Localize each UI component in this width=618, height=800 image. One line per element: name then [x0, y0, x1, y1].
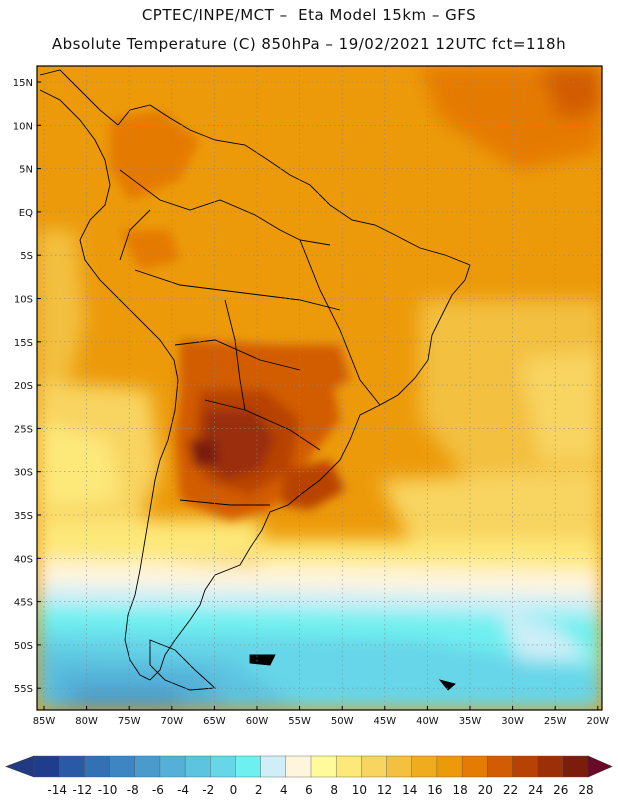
lon-label: 25W [544, 716, 567, 727]
lat-label: 45S [14, 598, 33, 609]
lon-label: 60W [246, 716, 269, 727]
colorbar-tick-label: 2 [255, 783, 263, 797]
colorbar-swatch [386, 755, 413, 778]
lat-label: 50S [14, 641, 33, 652]
colorbar-swatch [184, 755, 211, 778]
colorbar-tick-label: 18 [452, 783, 467, 797]
lon-label: 50W [331, 716, 354, 727]
title-line-1: CPTEC/INPE/MCT – Eta Model 15km – GFS [141, 6, 477, 24]
colorbar-swatch [335, 755, 362, 778]
colorbar-swatch [235, 755, 262, 778]
colorbar-tick-label: 22 [503, 783, 518, 797]
colorbar-tick-label: 28 [578, 783, 593, 797]
colorbar-tick-label: 8 [330, 783, 338, 797]
colorbar-tick-label: 16 [427, 783, 442, 797]
colorbar-swatch [461, 755, 488, 778]
colorbar-tick-label: 26 [553, 783, 568, 797]
lon-label: 45W [373, 716, 396, 727]
colorbar-swatch [562, 755, 589, 778]
lon-label: 70W [160, 716, 183, 727]
colorbar-swatch [411, 755, 438, 778]
colorbar-swatch [512, 755, 539, 778]
colorbar-swatch [361, 755, 388, 778]
colorbar-tick-label: -10 [98, 783, 118, 797]
longitude-labels: 85W 80W 75W 70W 65W 60W 55W 50W 45W 40W 35W 30W 25W 2… [33, 706, 609, 727]
temperature-field [37, 66, 602, 710]
coastlines [39, 69, 471, 691]
colorbar-swatch [33, 755, 60, 778]
lat-label: 55S [14, 684, 33, 695]
lat-label: EQ [19, 208, 33, 219]
lon-label: 65W [203, 716, 226, 727]
lon-label: 20W [586, 716, 609, 727]
lon-label: 40W [416, 716, 439, 727]
colorbar-tick-label: 24 [528, 783, 543, 797]
lat-label: 10S [14, 295, 33, 306]
colorbar-tick-label: 6 [305, 783, 313, 797]
colorbar-tick-label: -4 [177, 783, 189, 797]
colorbar-swatch [260, 755, 287, 778]
colorbar-tick-label: 12 [377, 783, 392, 797]
colorbar-swatch [134, 755, 161, 778]
title-line-2: Absolute Temperature (C) 850hPa – 19/02/… [51, 35, 567, 53]
colorbar-tick-label: -6 [152, 783, 164, 797]
lon-label: 30W [501, 716, 524, 727]
lat-label: 20S [14, 381, 33, 392]
lon-label: 55W [288, 716, 311, 727]
lon-label: 75W [118, 716, 141, 727]
colorbar-tick-label: 4 [280, 783, 288, 797]
lat-label: 40S [14, 554, 33, 565]
colorbar-tick-label: 20 [478, 783, 493, 797]
map-frame [36, 65, 603, 711]
lat-label: 25S [14, 424, 33, 435]
colorbar-swatch [285, 755, 312, 778]
colorbar-tick-label: -14 [47, 783, 67, 797]
colorbar-tick-label: 10 [352, 783, 367, 797]
colorbar-tick-labels: -14 -12 -10 -8 -6 -4 -2 0 2 4 6 8 10 12 14 16 18 20 22 24 26… [47, 783, 593, 797]
lon-label: 35W [459, 716, 482, 727]
colorbar-swatch [109, 755, 136, 778]
colorbar-swatch [210, 755, 236, 778]
lat-label: 10N [13, 121, 33, 132]
latitude-labels: 15N 10N 5N EQ 5S 10S 15S 20S 25S 30S 35S 40S 45S 50S 5… [13, 78, 41, 695]
lat-label: 5N [19, 165, 33, 176]
colorbar-tick-label: 0 [230, 783, 238, 797]
colorbar-swatch [436, 755, 463, 778]
lat-label: 5S [20, 251, 33, 262]
lat-label: 15N [13, 78, 33, 89]
lat-label: 35S [14, 511, 33, 522]
lon-label: 80W [75, 716, 98, 727]
colorbar-tick-label: 14 [402, 783, 417, 797]
colorbar [5, 755, 613, 778]
graticule [37, 66, 602, 710]
colorbar-under-arrow [5, 755, 35, 778]
colorbar-tick-label: -12 [73, 783, 93, 797]
colorbar-swatch [487, 755, 513, 778]
lon-label: 85W [33, 716, 56, 727]
colorbar-over-arrow [587, 755, 613, 778]
colorbar-tick-label: -8 [127, 783, 139, 797]
colorbar-tick-label: -2 [202, 783, 214, 797]
lat-label: 30S [14, 468, 33, 479]
colorbar-swatch [84, 755, 111, 778]
colorbar-swatch [537, 755, 564, 778]
colorbar-swatch [159, 755, 186, 778]
colorbar-swatch [310, 755, 337, 778]
lat-label: 15S [14, 338, 33, 349]
colorbar-swatch [58, 755, 85, 778]
